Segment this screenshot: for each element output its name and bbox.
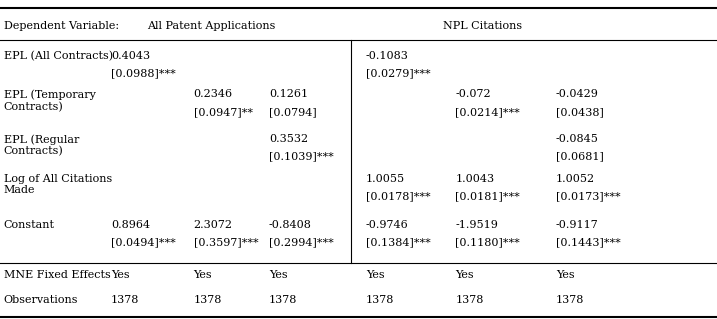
- Text: Yes: Yes: [269, 270, 288, 279]
- Text: Yes: Yes: [194, 270, 212, 279]
- Text: [0.0681]: [0.0681]: [556, 152, 604, 161]
- Text: Observations: Observations: [4, 295, 78, 305]
- Text: -1.9519: -1.9519: [455, 220, 498, 230]
- Text: 1378: 1378: [194, 295, 222, 305]
- Text: [0.2994]***: [0.2994]***: [269, 238, 333, 248]
- Text: MNE Fixed Effects: MNE Fixed Effects: [4, 270, 110, 279]
- Text: Yes: Yes: [455, 270, 474, 279]
- Text: 1378: 1378: [111, 295, 140, 305]
- Text: -0.0845: -0.0845: [556, 134, 599, 144]
- Text: EPL (Regular
Contracts): EPL (Regular Contracts): [4, 134, 79, 157]
- Text: -0.9746: -0.9746: [366, 220, 409, 230]
- Text: [0.1384]***: [0.1384]***: [366, 238, 430, 248]
- Text: [0.0178]***: [0.0178]***: [366, 191, 430, 201]
- Text: 1378: 1378: [269, 295, 298, 305]
- Text: 0.4043: 0.4043: [111, 51, 151, 61]
- Text: EPL (All Contracts): EPL (All Contracts): [4, 51, 113, 61]
- Text: [0.0173]***: [0.0173]***: [556, 191, 620, 201]
- Text: [0.0988]***: [0.0988]***: [111, 69, 176, 78]
- Text: [0.1039]***: [0.1039]***: [269, 152, 333, 161]
- Text: Dependent Variable:: Dependent Variable:: [4, 21, 119, 31]
- Text: [0.3597]***: [0.3597]***: [194, 238, 258, 248]
- Text: 0.3532: 0.3532: [269, 134, 308, 144]
- Text: 2.3072: 2.3072: [194, 220, 232, 230]
- Text: 0.2346: 0.2346: [194, 89, 233, 99]
- Text: 1.0043: 1.0043: [455, 174, 495, 184]
- Text: [0.1443]***: [0.1443]***: [556, 238, 620, 248]
- Text: [0.0794]: [0.0794]: [269, 107, 317, 117]
- Text: 0.8964: 0.8964: [111, 220, 151, 230]
- Text: 1.0055: 1.0055: [366, 174, 405, 184]
- Text: [0.0214]***: [0.0214]***: [455, 107, 520, 117]
- Text: 1378: 1378: [455, 295, 484, 305]
- Text: -0.8408: -0.8408: [269, 220, 312, 230]
- Text: EPL (Temporary
Contracts): EPL (Temporary Contracts): [4, 89, 95, 112]
- Text: Constant: Constant: [4, 220, 54, 230]
- Text: [0.0438]: [0.0438]: [556, 107, 604, 117]
- Text: -0.9117: -0.9117: [556, 220, 599, 230]
- Text: -0.072: -0.072: [455, 89, 491, 99]
- Text: Log of All Citations
Made: Log of All Citations Made: [4, 174, 112, 196]
- Text: Yes: Yes: [111, 270, 130, 279]
- Text: [0.1180]***: [0.1180]***: [455, 238, 520, 248]
- Text: Yes: Yes: [366, 270, 384, 279]
- Text: Yes: Yes: [556, 270, 574, 279]
- Text: 1.0052: 1.0052: [556, 174, 595, 184]
- Text: 0.1261: 0.1261: [269, 89, 308, 99]
- Text: [0.0947]**: [0.0947]**: [194, 107, 252, 117]
- Text: All Patent Applications: All Patent Applications: [147, 21, 276, 31]
- Text: [0.0279]***: [0.0279]***: [366, 69, 430, 78]
- Text: NPL Citations: NPL Citations: [442, 21, 522, 31]
- Text: -0.0429: -0.0429: [556, 89, 599, 99]
- Text: -0.1083: -0.1083: [366, 51, 409, 61]
- Text: [0.0494]***: [0.0494]***: [111, 238, 176, 248]
- Text: [0.0181]***: [0.0181]***: [455, 191, 520, 201]
- Text: 1378: 1378: [366, 295, 394, 305]
- Text: 1378: 1378: [556, 295, 584, 305]
